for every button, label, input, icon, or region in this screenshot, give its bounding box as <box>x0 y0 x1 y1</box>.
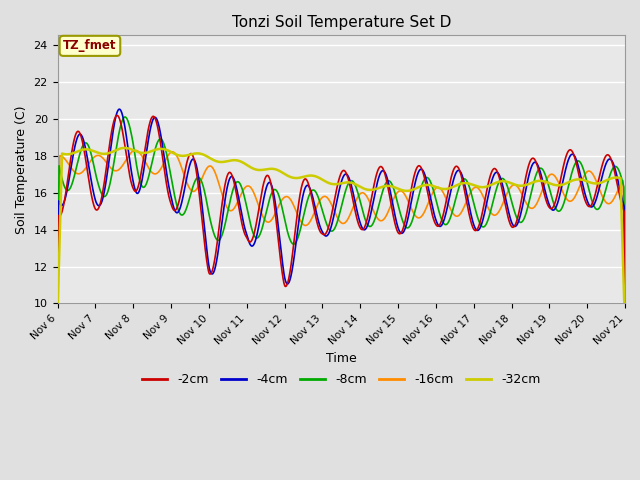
X-axis label: Time: Time <box>326 352 356 365</box>
Title: Tonzi Soil Temperature Set D: Tonzi Soil Temperature Set D <box>232 15 451 30</box>
Text: TZ_fmet: TZ_fmet <box>63 39 116 52</box>
Y-axis label: Soil Temperature (C): Soil Temperature (C) <box>15 105 28 234</box>
Legend: -2cm, -4cm, -8cm, -16cm, -32cm: -2cm, -4cm, -8cm, -16cm, -32cm <box>137 368 545 391</box>
